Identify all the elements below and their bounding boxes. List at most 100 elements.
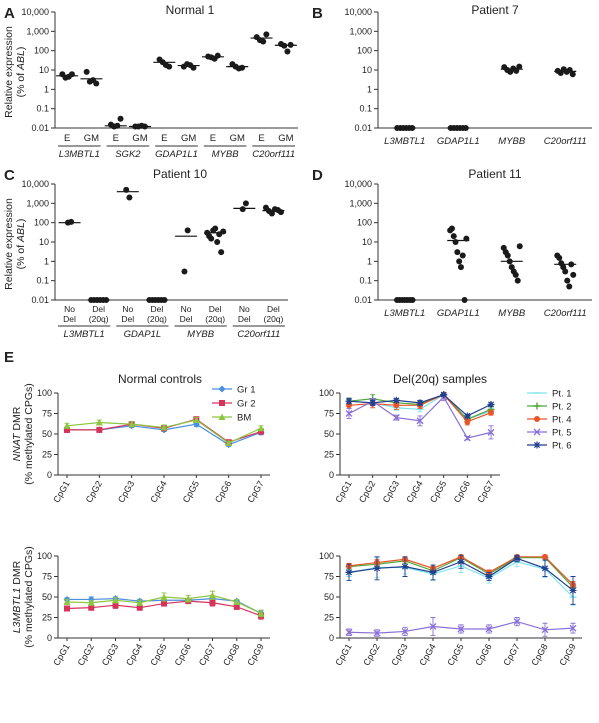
- x-tick-label: CpG9: [557, 642, 577, 667]
- y-axis-label: Relative expression(% of ABL): [3, 198, 27, 290]
- data-point: [287, 41, 294, 48]
- y-tick-label: 100: [319, 551, 334, 561]
- marker-triangle: [128, 420, 136, 428]
- marker-star: [392, 396, 400, 404]
- data-point: [570, 271, 577, 278]
- data-point: [564, 277, 571, 284]
- x-tick-label: CpG4: [148, 479, 168, 504]
- marker-star: [541, 564, 549, 572]
- marker-plus: [533, 402, 541, 410]
- marker-cross: [513, 618, 521, 626]
- marker-star: [487, 400, 495, 408]
- data-point: [506, 258, 513, 265]
- y-tick-label: 100: [357, 218, 372, 228]
- marker-triangle: [160, 593, 168, 600]
- y-axis-label-line2: (% of ABL): [15, 47, 27, 98]
- x-tick-label: CpG2: [357, 479, 377, 504]
- marker-star: [533, 441, 541, 449]
- y-tick-label: 1,000: [349, 26, 372, 36]
- marker-circle: [534, 416, 540, 422]
- y-axis-label-line1: NNAT DMR: [11, 406, 23, 461]
- marker-triangle: [192, 416, 200, 424]
- data-point: [568, 261, 575, 268]
- y-tick-label: 75: [324, 572, 334, 582]
- marker-star: [463, 412, 471, 420]
- marker-square: [233, 603, 240, 610]
- x-tick-label: CpG4: [417, 642, 437, 667]
- y-tick-label: 0.01: [31, 295, 49, 305]
- x-category-label: C20orf111: [544, 308, 587, 319]
- marker-cross: [463, 434, 471, 442]
- data-point: [239, 206, 246, 213]
- y-tick-label: 75: [42, 409, 52, 419]
- y-tick-label: 0.01: [354, 123, 372, 133]
- data-point: [569, 71, 576, 78]
- x-sub-label-line1: Del: [92, 304, 105, 314]
- marker-cross: [533, 428, 541, 436]
- y-tick-label: 0.01: [354, 295, 372, 305]
- marker-triangle: [63, 598, 71, 605]
- data-point: [68, 218, 75, 225]
- x-tick-label: CpG8: [221, 642, 241, 667]
- marker-square: [64, 605, 70, 612]
- panel-d-title: Patient 11: [468, 167, 521, 181]
- marker-circle: [542, 553, 548, 560]
- y-tick-label: 0: [47, 633, 52, 643]
- data-point: [184, 227, 191, 234]
- y-tick-label: 50: [324, 429, 334, 439]
- data-point: [277, 209, 284, 216]
- x-tick-label: CpG1: [51, 642, 71, 667]
- x-category-label: L3MBTL1: [384, 136, 425, 147]
- x-sub-label: E: [113, 133, 119, 144]
- x-sub-label-line2: (20q): [264, 314, 284, 324]
- marker-square: [161, 600, 167, 607]
- legend-label: Gr 1: [237, 385, 255, 396]
- x-tick-label: CpG5: [445, 642, 465, 667]
- y-tick-label: 1,000: [26, 26, 49, 36]
- y-tick-label: 100: [37, 551, 52, 561]
- marker-square: [219, 400, 225, 406]
- data-point: [268, 210, 275, 217]
- data-point: [263, 31, 270, 38]
- marker-cross: [345, 410, 353, 417]
- y-tick-label: 50: [324, 592, 334, 602]
- y-axis-label: Relative expression(% of ABL): [3, 26, 27, 118]
- x-sub-label-line2: Del: [180, 314, 193, 324]
- data-point: [513, 67, 520, 74]
- y-tick-label: 25: [42, 613, 52, 623]
- x-tick-label: CpG7: [501, 642, 521, 667]
- x-sub-label-line2: Del: [63, 314, 76, 324]
- x-tick-label: CpG6: [173, 642, 193, 667]
- gene-label: MYBB: [187, 329, 215, 340]
- x-tick-label: CpG1: [333, 642, 353, 667]
- y-axis-label-line1: Relative expression: [3, 26, 15, 118]
- y-tick-label: 10,000: [344, 179, 372, 189]
- data-point: [117, 115, 124, 122]
- y-tick-label: 0: [329, 633, 334, 643]
- x-sub-label: E: [258, 133, 264, 144]
- marker-triangle: [257, 424, 265, 432]
- marker-cross: [345, 628, 353, 636]
- gene-label: GDAP1L: [124, 329, 162, 340]
- y-tick-label: 50: [42, 429, 52, 439]
- data-point: [556, 254, 563, 261]
- panel-e-left-title: Normal controls: [118, 372, 202, 386]
- y-tick-label: 75: [42, 572, 52, 582]
- gene-label: MYBB: [212, 149, 240, 160]
- data-point: [566, 283, 573, 290]
- data-point: [214, 239, 221, 245]
- data-point: [281, 42, 288, 49]
- data-point: [514, 277, 521, 284]
- data-point: [462, 125, 469, 131]
- data-point: [208, 235, 215, 242]
- legend-label: Pt. 5: [552, 428, 572, 439]
- marker-cross: [487, 428, 495, 436]
- y-tick-label: 100: [34, 46, 49, 56]
- marker-cross: [392, 414, 400, 422]
- x-sub-label: E: [64, 133, 70, 144]
- x-tick-label: CpG1: [333, 479, 353, 504]
- x-sub-label-line2: (20q): [89, 314, 109, 324]
- x-category-label: L3MBTL1: [384, 308, 425, 319]
- marker-cross: [485, 625, 493, 633]
- y-tick-label: 10,000: [344, 7, 372, 17]
